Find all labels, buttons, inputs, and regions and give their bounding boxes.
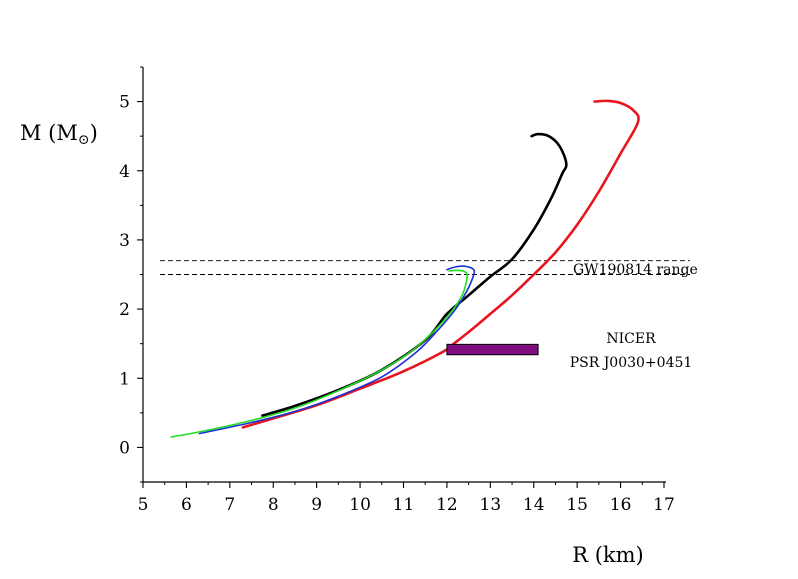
x-tick-label: 11 [393, 495, 415, 515]
psr-label: PSR J0030+0451 [570, 355, 693, 371]
x-tick-label: 16 [610, 495, 632, 515]
y-axis-title-sub: ⊙ [78, 132, 90, 148]
nicer-constraint-box [446, 343, 539, 356]
y-axis-title-main: M (M [20, 121, 78, 145]
y-axis-title-close: ) [90, 121, 98, 145]
nicer-label: NICER [606, 331, 656, 347]
x-tick-label: 9 [311, 495, 322, 515]
x-tick-label: 6 [181, 495, 192, 515]
x-tick-label: 14 [523, 495, 545, 515]
y-tick-label: 0 [119, 438, 130, 458]
chart-labels: R (km) M (M⊙) GW190814 range NICER PSR J… [20, 121, 698, 567]
x-tick-label: 12 [436, 495, 458, 515]
gw190814-range-label: GW190814 range [573, 262, 698, 278]
y-tick-label: 5 [119, 93, 130, 113]
reference-lines [160, 260, 690, 275]
nicer-region-layer [446, 343, 539, 356]
series-curves [170, 99, 640, 438]
y-tick-label: 2 [119, 300, 130, 320]
y-tick-label: 4 [119, 162, 130, 182]
x-tick-label: 15 [566, 495, 588, 515]
x-tick-label: 8 [268, 495, 279, 515]
y-axis-title: M (M⊙) [20, 121, 98, 148]
curve-red [241, 99, 640, 429]
x-axis-title: R (km) [572, 543, 644, 567]
curve-green [170, 269, 468, 438]
y-tick-label: 1 [119, 369, 130, 389]
x-tick-label: 5 [138, 495, 149, 515]
curve-blue [198, 265, 476, 435]
x-tick-label: 7 [224, 495, 235, 515]
x-tick-label: 17 [653, 495, 675, 515]
x-tick-label: 13 [480, 495, 502, 515]
x-tick-label: 10 [349, 495, 371, 515]
y-tick-label: 3 [119, 231, 130, 251]
